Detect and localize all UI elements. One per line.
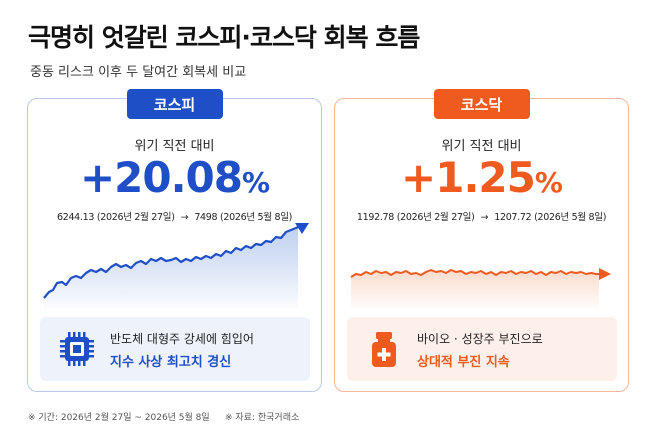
kospi-card: 코스피 위기 직전 대비 +20.08% 6244.13 (2026년 2월 2… [27, 89, 322, 392]
kosdaq-range: 1192.78 (2026년 2월 27일) → 1207.72 (2026년 5월… [335, 209, 628, 223]
kosdaq-badge: 코스닥 [433, 89, 530, 119]
chip-icon [60, 332, 94, 366]
arrow-icon: → [480, 212, 489, 223]
arrow-icon: → [180, 212, 189, 223]
kosdaq-trend-chart [350, 268, 611, 309]
kospi-range: 6244.13 (2026년 2월 27일) → 7498 (2026년 5월 8일… [28, 209, 321, 223]
kosdaq-trend-arrowhead [599, 268, 611, 280]
kosdaq-info-box: 바이오 · 성장주 부진으로 상대적 부진 지속 [347, 317, 617, 381]
kospi-trend-arrowhead [295, 223, 309, 234]
kosdaq-end: 1207.72 (2026년 5월 8일) [494, 212, 607, 223]
page-title: 극명히 엇갈린 코스피·코스닥 회복 흐름 [28, 23, 420, 52]
kospi-info-box: 반도체 대형주 강세에 힘입어 지수 사상 최고치 경신 [40, 317, 310, 381]
kosdaq-change-value: +1.25 [401, 153, 536, 202]
kospi-change-value: +20.08 [79, 153, 243, 202]
kospi-change-percent: +20.08% [28, 153, 321, 202]
page-subtitle: 중동 리스크 이후 두 달여간 회복세 비교 [30, 65, 247, 80]
kospi-trend-chart [43, 223, 309, 309]
kospi-label: 위기 직전 대비 [134, 139, 215, 154]
kospi-end: 7498 (2026년 5월 8일) [194, 212, 293, 223]
kospi-trend-line [43, 226, 299, 299]
kospi-info-line1: 반도체 대형주 강세에 힘입어 [110, 332, 254, 346]
footer-source: ※ 자료: 한국거래소 [225, 413, 300, 423]
kospi-info-line2: 지수 사상 최고치 경신 [110, 355, 232, 370]
kosdaq-trend-line [350, 269, 599, 278]
kosdaq-info-line1: 바이오 · 성장주 부진으로 [417, 332, 543, 346]
kosdaq-trend-area [351, 270, 599, 309]
kosdaq-start: 1192.78 (2026년 2월 27일) [356, 212, 475, 223]
kospi-start: 6244.13 (2026년 2월 27일) [56, 212, 175, 223]
kosdaq-change-percent: +1.25% [335, 153, 628, 202]
kospi-badge: 코스피 [126, 89, 223, 119]
kospi-change-unit: % [241, 166, 270, 199]
kosdaq-info-line2: 상대적 부진 지속 [417, 355, 510, 370]
kosdaq-label: 위기 직전 대비 [441, 139, 522, 154]
medicine-bottle-icon [372, 332, 396, 367]
kosdaq-change-unit: % [534, 166, 563, 199]
kosdaq-card: 코스닥 위기 직전 대비 +1.25% 1192.78 (2026년 2월 27… [334, 89, 629, 392]
footer-period: ※ 기간: 2026년 2월 27일 ~ 2026년 5월 8일 [28, 413, 210, 423]
kospi-trend-area [44, 227, 298, 309]
